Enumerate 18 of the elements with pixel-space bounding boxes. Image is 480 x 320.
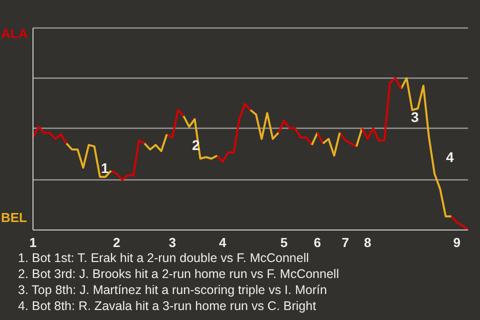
x-tick-label: 6	[314, 235, 322, 250]
annotation: 4	[446, 148, 454, 166]
x-tick-label: 4	[219, 235, 227, 250]
x-tick-label: 7	[342, 235, 349, 250]
annotation: 3	[411, 108, 419, 126]
x-tick-label: 5	[280, 235, 288, 250]
text: ALA	[1, 26, 28, 41]
x-tick-label: 2	[113, 235, 120, 250]
x-tick-label: 9	[453, 235, 460, 250]
x-tick-label: 1	[29, 235, 37, 250]
text: BEL	[1, 210, 27, 225]
text: 1. Bot 1st: T. Erak hit a 2-run double vs F. McConnell	[18, 250, 310, 266]
text: 3. Top 8th: J. Martínez hit a run-scoring triple vs I. Morín	[18, 282, 328, 298]
x-tick-label: 3	[168, 235, 176, 250]
x-tick-label: 8	[364, 235, 372, 250]
text: 4. Bot 8th: R. Zavala hit a 3-run home run vs C. Bright	[18, 298, 318, 314]
text: 2. Bot 3rd: J. Brooks hit a 2-run home run vs F. McConnell	[18, 266, 339, 282]
annotation: 1	[101, 159, 109, 177]
